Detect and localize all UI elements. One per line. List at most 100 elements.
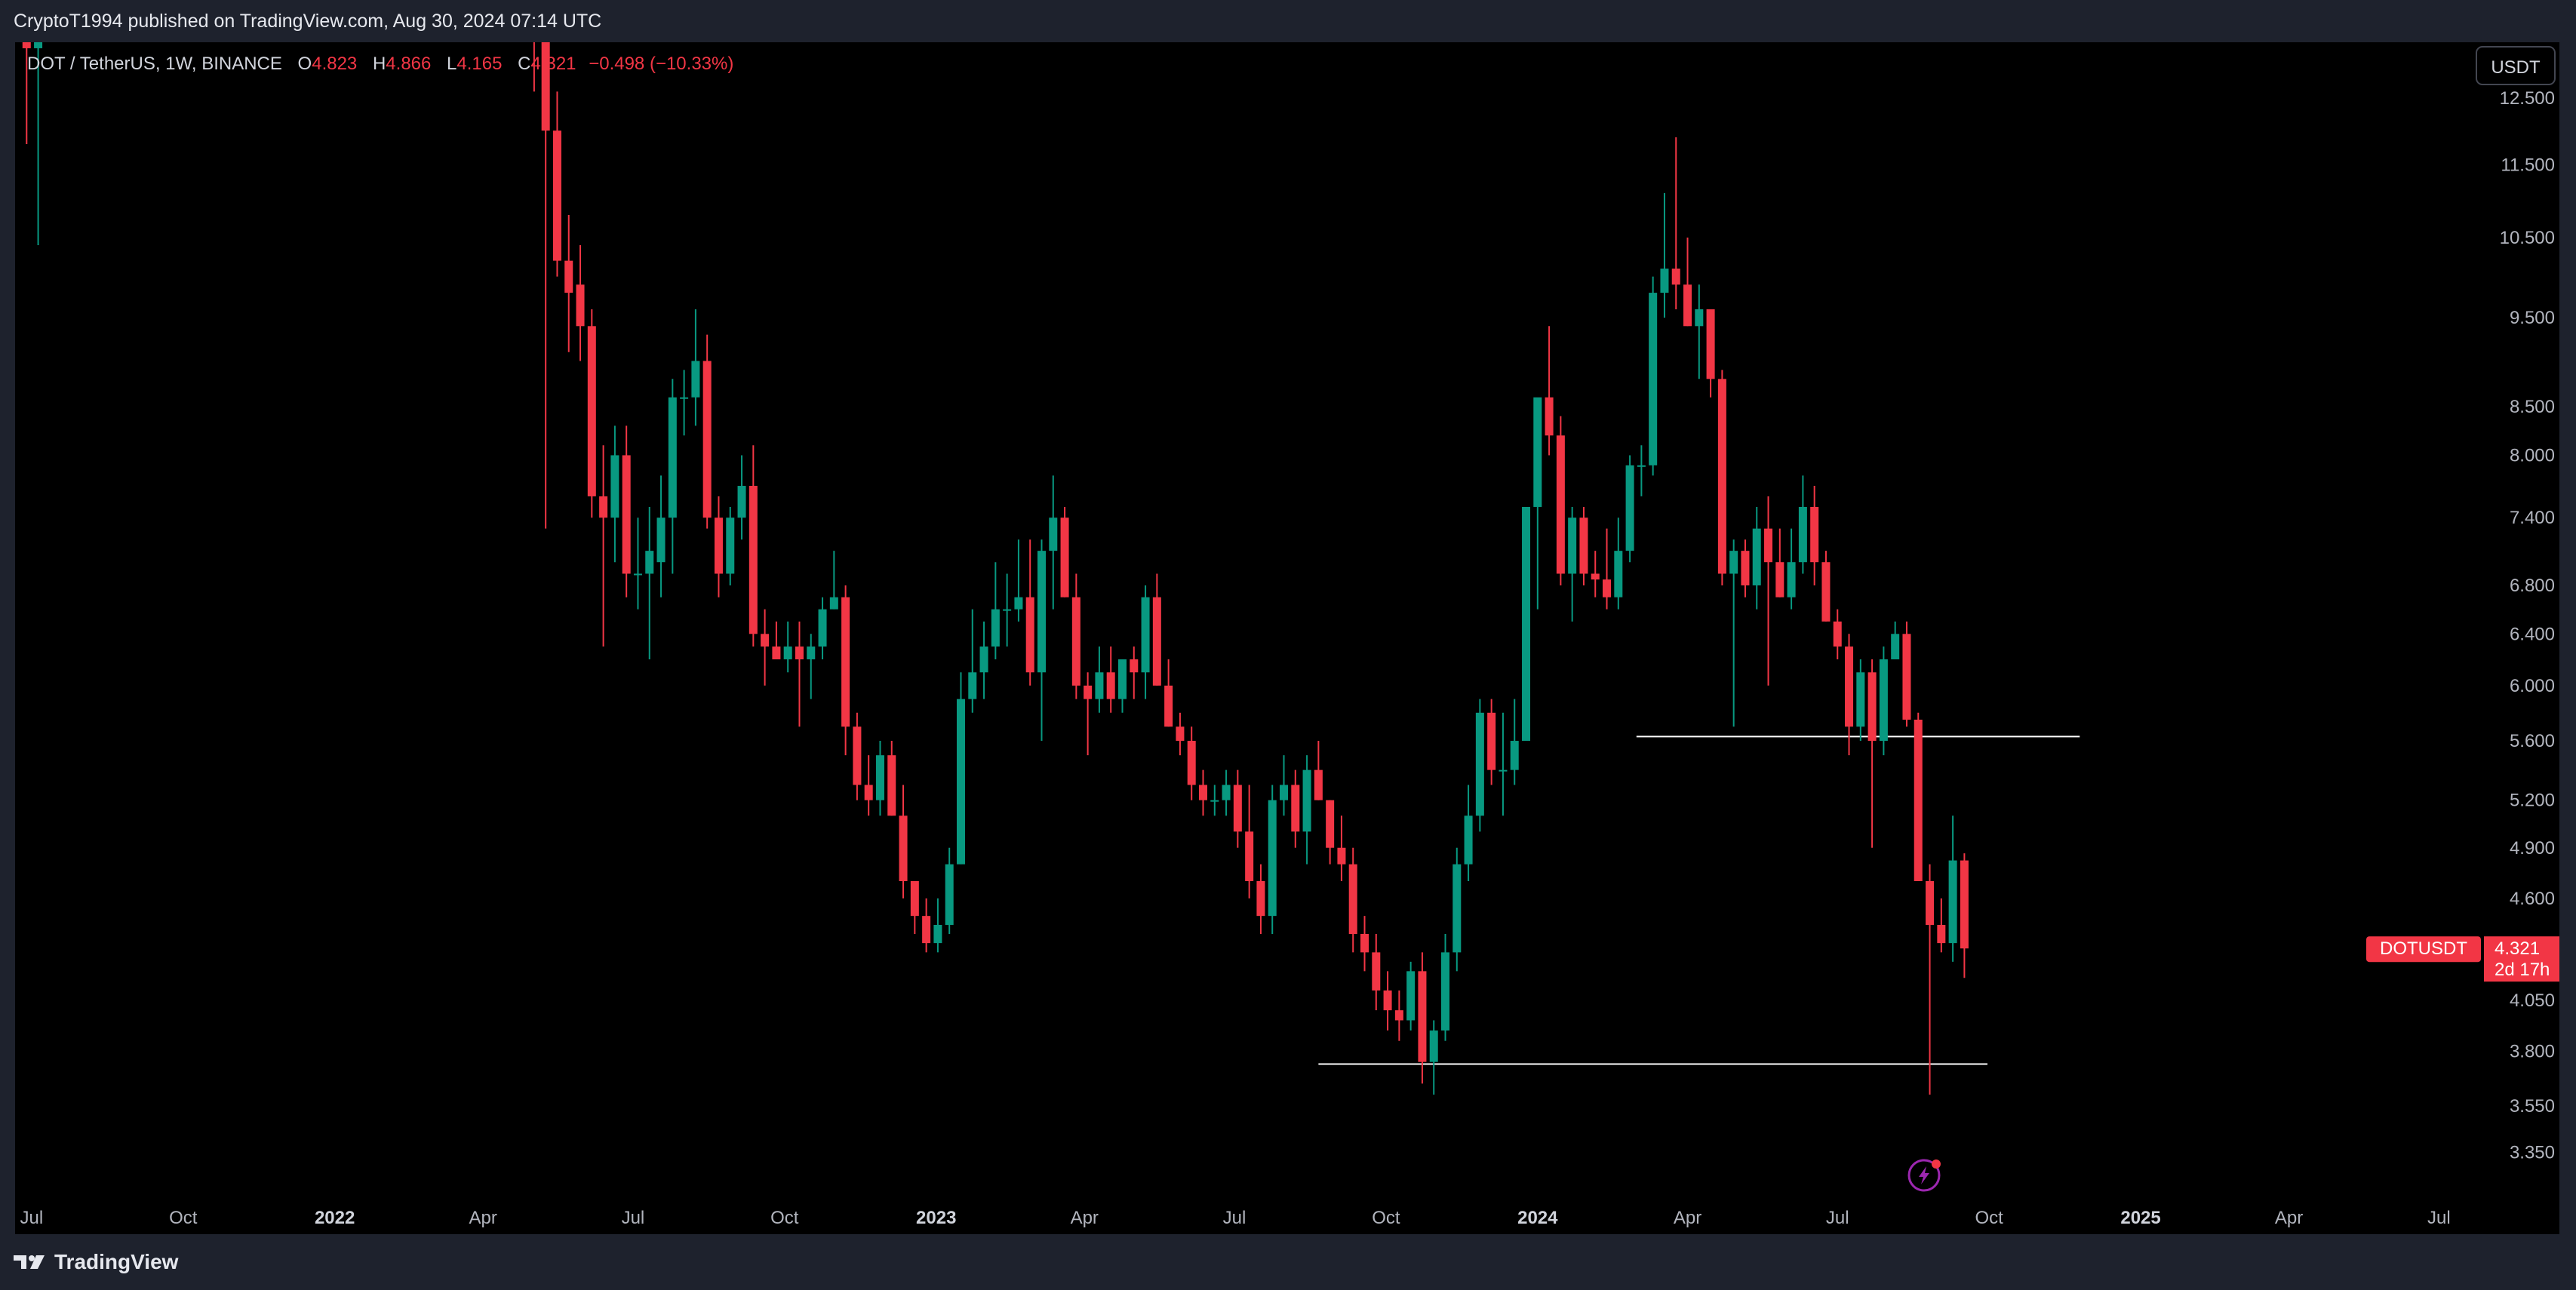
candle-body (1717, 379, 1726, 574)
candle (1176, 712, 1185, 756)
candle (668, 379, 677, 574)
candle-body (576, 284, 585, 327)
candle-body (1117, 659, 1127, 699)
candle (1856, 659, 1865, 742)
time-axis[interactable]: Jul Oct 2022 Apr Jul Oct 2023 Apr Jul Oct 2024 Apr J… (20, 1208, 2450, 1228)
horizontal-lines[interactable] (1318, 736, 2080, 1065)
candle-body (795, 647, 804, 660)
candle-body (761, 634, 770, 647)
candle (1810, 486, 1819, 585)
candle-body (1049, 518, 1058, 551)
candle-body (1418, 971, 1427, 1062)
candle-body (1556, 435, 1565, 574)
candle-body (656, 518, 666, 563)
candle-body (587, 326, 596, 496)
candle (1233, 769, 1242, 848)
candle (691, 309, 700, 426)
candle (726, 506, 735, 585)
candle-body (1198, 785, 1208, 800)
price-tick-label: 6.000 (2510, 676, 2555, 696)
candle (1314, 741, 1323, 800)
candle (1441, 934, 1450, 1041)
candle (1429, 1020, 1438, 1095)
candlestick-chart[interactable]: 12.500 11.500 10.500 9.500 8.500 8.000 7.400 6.… (15, 42, 2559, 1234)
candle-body (1326, 800, 1335, 848)
candle-body (726, 518, 735, 574)
candle-body (702, 361, 712, 518)
candle (1141, 585, 1150, 699)
candle (1625, 455, 1634, 563)
candle (1867, 659, 1877, 848)
candle-body (1614, 551, 1623, 597)
candle (1729, 539, 1738, 727)
candle-body (864, 785, 873, 800)
candle (1279, 755, 1289, 816)
candle-body (1579, 518, 1588, 574)
candle-body (1752, 528, 1761, 585)
candle (1660, 192, 1669, 318)
candle-body (1741, 551, 1750, 585)
candle (22, 42, 31, 144)
candle (1025, 539, 1034, 686)
candle-body (1337, 847, 1346, 865)
candle-body (933, 925, 942, 944)
candle-body (1106, 672, 1115, 699)
candle (34, 42, 43, 246)
candle (829, 551, 838, 610)
candle-body (783, 647, 792, 660)
price-tick-label: 8.500 (2510, 397, 2555, 417)
candles (22, 42, 1969, 1095)
candle-body (714, 518, 723, 574)
candle (1383, 971, 1392, 1031)
candle (1049, 475, 1058, 610)
candle-body (599, 496, 608, 518)
currency-button-label: USDT (2491, 57, 2541, 78)
candle (795, 621, 804, 727)
tradingview-logo[interactable]: TradingView (0, 1250, 178, 1274)
candle-body (564, 260, 573, 293)
candle (1948, 815, 1957, 962)
price-axis[interactable]: 12.500 11.500 10.500 9.500 8.500 8.000 7.400 6.… (2500, 88, 2555, 1163)
time-tick-label: Oct (770, 1208, 799, 1228)
candle-body (1452, 864, 1462, 953)
candle-body (1695, 309, 1704, 327)
candle-body (1176, 726, 1185, 742)
time-tick-label: Jul (2427, 1208, 2451, 1228)
candle (1603, 528, 1612, 610)
candle (1222, 769, 1231, 816)
candle-body (1130, 659, 1139, 673)
price-tag-bg (2484, 936, 2559, 982)
candle-body (1383, 990, 1392, 1011)
candle (875, 741, 884, 816)
legend-change: −0.498 (−10.33%) (589, 54, 733, 74)
candle-body (887, 755, 896, 816)
legend-l-label: L (447, 54, 456, 74)
price-tag-price: 4.321 (2495, 938, 2540, 959)
time-tick-label: Oct (1975, 1208, 2003, 1228)
candle (737, 455, 746, 540)
price-tag-symbol: DOTUSDT (2380, 938, 2467, 959)
candle (1798, 475, 1807, 574)
candle (1960, 853, 1969, 978)
legend-symbol: DOT / TetherUS, 1W, BINANCE (27, 54, 282, 74)
candle (910, 880, 919, 935)
candle (1568, 506, 1577, 622)
candle-body (899, 815, 908, 881)
candle-body (1394, 1010, 1403, 1021)
candle (680, 370, 689, 436)
candle (533, 42, 535, 92)
candle-body (1856, 672, 1865, 727)
candle-body (979, 647, 988, 673)
time-tick-label: Apr (469, 1208, 497, 1228)
candle-body (1025, 597, 1034, 673)
candle (1187, 726, 1196, 800)
chart-frame[interactable]: 12.500 11.500 10.500 9.500 8.500 8.000 7.400 6.… (15, 42, 2559, 1234)
candle-body (610, 455, 619, 518)
candle-body (945, 864, 954, 926)
currency-button[interactable]: USDT (2476, 46, 2556, 85)
price-tick-label: 3.550 (2510, 1096, 2555, 1116)
candle-body (1706, 309, 1715, 379)
candle (1522, 506, 1531, 742)
candle-body (1522, 506, 1531, 742)
lightning-icon[interactable] (1907, 1159, 1941, 1192)
